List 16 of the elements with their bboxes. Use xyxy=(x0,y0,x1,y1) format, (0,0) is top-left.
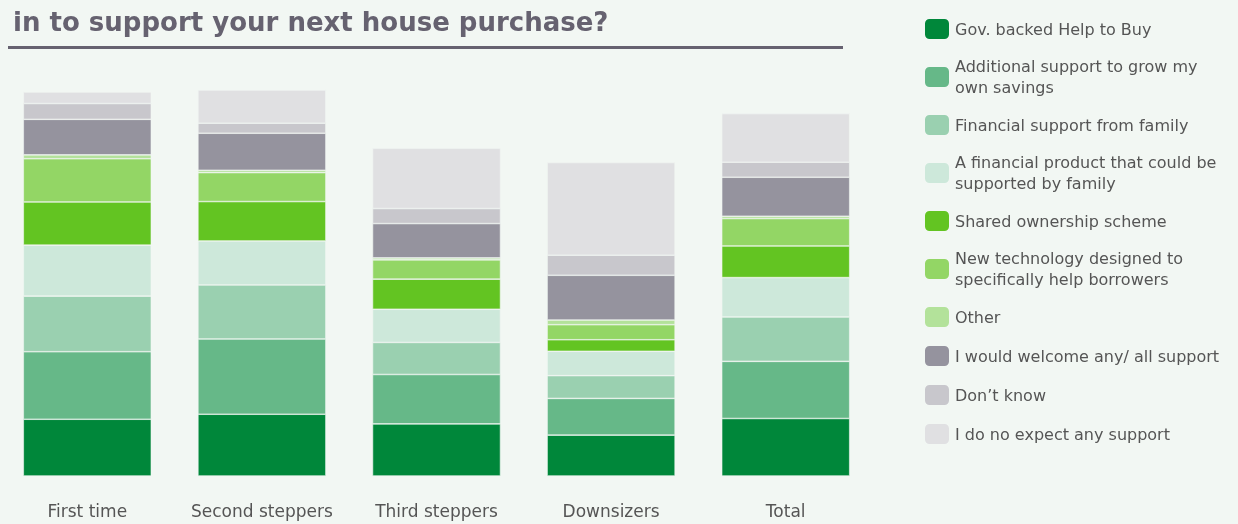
legend-label: I do no expect any support xyxy=(955,424,1170,444)
legend-label: Shared ownership scheme xyxy=(955,211,1167,231)
legend-label: Other xyxy=(955,307,1001,327)
x-tick-label: Total xyxy=(764,500,806,521)
x-tick-label: First time xyxy=(47,500,128,521)
legend-label: Financial support from family xyxy=(955,115,1189,135)
legend-label: Additional support to grow my own savings xyxy=(955,57,1203,97)
legend-label: A financial product that could be supported by family xyxy=(955,153,1222,193)
legend-label: New technology designed to specifically help borrowers xyxy=(955,249,1189,289)
x-tick-label: Second steppers xyxy=(190,500,333,521)
x-tick-label: Third steppers xyxy=(374,500,498,521)
x-tick-label: Downsizers xyxy=(562,500,660,521)
legend-label: Don’t know xyxy=(955,385,1046,405)
legend-label: Gov. backed Help to Buy xyxy=(955,19,1152,39)
chart-title: in to support your next house purchase? xyxy=(13,7,609,37)
legend-label: I would welcome any/ all support xyxy=(955,346,1220,366)
